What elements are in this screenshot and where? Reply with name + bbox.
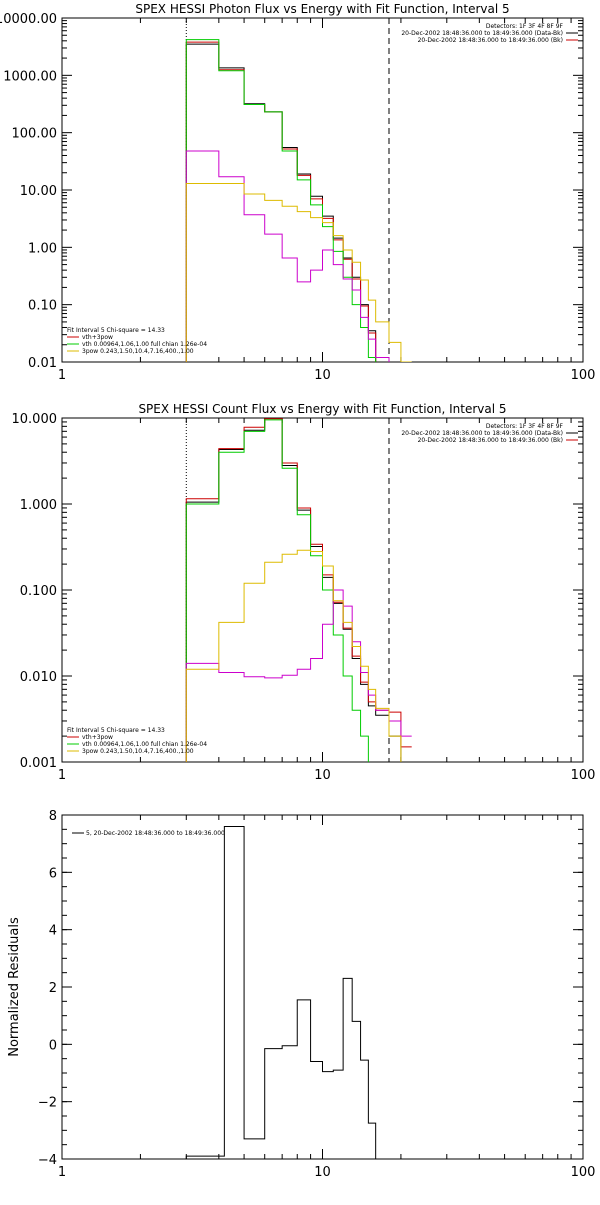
legend-bottom-entry: vth 0.00964,1.06,1.00 full chian 1.26e-0… — [82, 341, 207, 348]
x-tick-label: 1 — [58, 1165, 66, 1180]
legend-bottom-entry: vth 0.00964,1.06,1.00 full chian 1.26e-0… — [82, 741, 207, 748]
legend-bottom-entry: Fit Interval 5 Chi-square = 14.33 — [67, 727, 165, 734]
y-tick-label: 4 — [49, 924, 57, 939]
y-tick-label: −4 — [38, 1153, 57, 1168]
y-tick-label: 1.000 — [20, 498, 57, 513]
legend-top-entry: Detectors: 1F 3F 4F 8F 9F — [486, 23, 564, 30]
y-tick-label: 0.01 — [28, 356, 57, 371]
y-tick-label: −2 — [38, 1096, 57, 1111]
y-tick-label: 0 — [49, 1038, 57, 1053]
series-vth-line — [185, 150, 390, 362]
y-tick-label: 8 — [49, 809, 57, 824]
y-tick-label: 10000.00 — [0, 12, 57, 27]
y-axis-label: Normalized Residuals — [7, 917, 22, 1057]
y-tick-label: 0.010 — [20, 670, 57, 685]
series-group — [185, 825, 389, 1159]
y-tick-label: 0.100 — [20, 584, 57, 599]
x-tick-label: 100 — [571, 1165, 596, 1180]
plot-frame — [61, 17, 584, 363]
series-bk-line — [185, 41, 377, 362]
legend-bottom-entry: vth+3pow — [82, 334, 113, 341]
legend-bottom-entry: 3pow 0.243,1.50,10.4,7.16,400.,1.00 — [82, 748, 194, 755]
y-tick-label: 1.00 — [28, 241, 57, 256]
y-tick-label: 10.000 — [12, 412, 58, 427]
x-tick-label: 1 — [58, 368, 66, 383]
x-tick-label: 10 — [314, 768, 331, 783]
y-tick-label: 10.00 — [20, 184, 57, 199]
x-tick-label: 100 — [571, 368, 596, 383]
legend-top-entry: 20-Dec-2002 18:48:36.000 to 18:49:36.000… — [401, 30, 563, 37]
y-tick-label: 1000.00 — [3, 69, 57, 84]
series-vth-3pow-line — [185, 39, 377, 362]
series-3pow-line — [185, 549, 402, 762]
series-bk-line — [185, 418, 412, 762]
y-tick-label: 6 — [49, 866, 57, 881]
series-data-bk-line — [185, 418, 412, 762]
y-tick-label: 100.00 — [12, 127, 58, 142]
series-data-bk-line — [185, 43, 390, 362]
series-group — [185, 39, 412, 362]
x-tick-label: 1 — [58, 768, 66, 783]
legend-top-entry: Detectors: 1F 3F 4F 8F 9F — [486, 423, 564, 430]
series-vth-line — [185, 589, 412, 762]
series-vth-3pow-line — [185, 419, 369, 762]
legend-top-entry: 5, 20-Dec-2002 18:48:36.000 to 18:49:36.… — [86, 830, 225, 837]
plot-frame — [61, 814, 584, 1160]
y-tick-label: 0.10 — [28, 299, 57, 314]
chart-title: SPEX HESSI Count Flux vs Energy with Fit… — [138, 402, 506, 416]
y-tick-label: 0.001 — [20, 756, 57, 771]
x-tick-label: 100 — [571, 768, 596, 783]
legend-top-entry: 20-Dec-2002 18:48:36.000 to 18:49:36.000… — [418, 437, 563, 444]
x-tick-label: 10 — [314, 368, 331, 383]
x-tick-label: 10 — [314, 1165, 331, 1180]
legend-bottom-entry: Fit Interval 5 Chi-square = 14.33 — [67, 327, 165, 334]
legend-bottom-entry: 3pow 0.243,1.50,10.4,7.16,400.,1.00 — [82, 348, 194, 355]
series-residuals-line — [185, 825, 389, 1159]
chart-panel-3: 1 10 100 −4 −2 0 2 4 6 8 Normalized Residuals 5, 20… — [7, 809, 595, 1180]
chart-panel-2: SPEX HESSI Count Flux vs Energy with Fit… — [12, 402, 596, 783]
legend-bottom-entry: vth+3pow — [82, 734, 113, 741]
chart-panel-1: SPEX HESSI Photon Flux vs Energy with Fi… — [0, 2, 595, 383]
chart-title: SPEX HESSI Photon Flux vs Energy with Fi… — [135, 2, 509, 16]
legend-top-entry: 20-Dec-2002 18:48:36.000 to 18:49:36.000… — [401, 430, 563, 437]
series-3pow-line — [185, 182, 412, 362]
y-tick-label: 2 — [49, 981, 57, 996]
series-group — [185, 418, 412, 762]
legend-top-entry: 20-Dec-2002 18:48:36.000 to 18:49:36.000… — [418, 37, 563, 44]
